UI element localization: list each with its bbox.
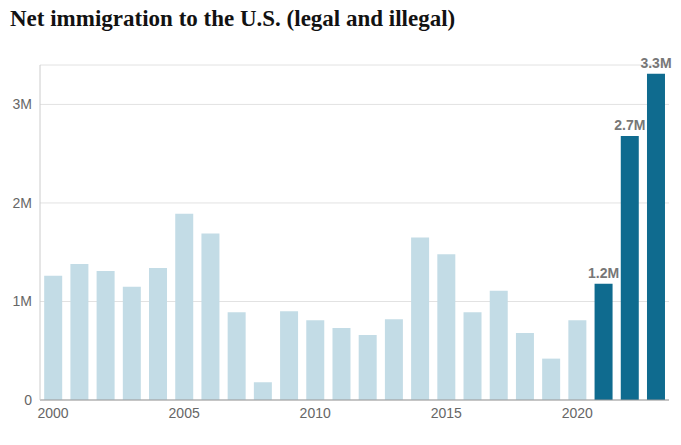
svg-text:2020: 2020 [562, 405, 593, 421]
svg-text:2M: 2M [13, 195, 32, 211]
svg-text:0: 0 [24, 392, 32, 408]
svg-text:1M: 1M [13, 293, 32, 309]
svg-text:1.2M: 1.2M [588, 265, 619, 281]
svg-text:2.7M: 2.7M [614, 117, 645, 133]
svg-text:2005: 2005 [169, 405, 200, 421]
html-text:Net immigration to the U.S. (l: Net immigration to the U.S. (legal and i… [10, 6, 456, 31]
svg-text:2010: 2010 [300, 405, 331, 421]
svg-text:3M: 3M [13, 96, 32, 112]
svg-text:3.3M: 3.3M [640, 55, 671, 71]
svg-text:2000: 2000 [38, 405, 69, 421]
svg-text:2015: 2015 [431, 405, 462, 421]
